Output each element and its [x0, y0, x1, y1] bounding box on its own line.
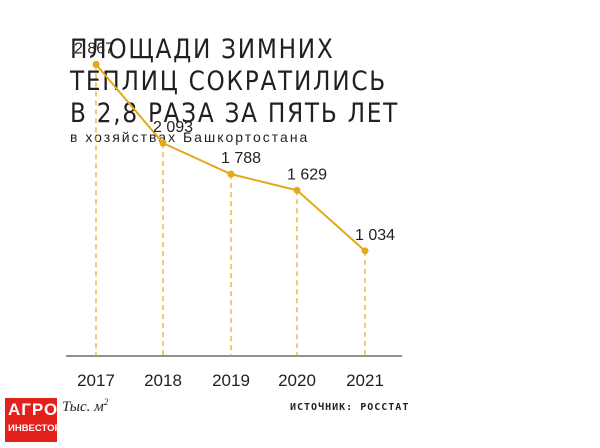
value-label-2018: 2 093 — [153, 119, 193, 136]
unit-superscript: 2 — [103, 397, 109, 407]
x-tick-label-2020: 2020 — [278, 371, 316, 390]
title-line-2: ТЕПЛИЦ СОКРАТИЛИСЬ — [70, 66, 387, 97]
value-label-2019: 1 788 — [221, 150, 261, 167]
value-label-2017: 2 867 — [74, 40, 114, 57]
subtitle: в хозяйствах Башкортостана — [70, 129, 310, 145]
data-point-2017 — [92, 60, 100, 68]
source-note: ИСТОЧНИК: РОССТАТ — [290, 402, 410, 413]
title-line-3: В 2,8 РАЗА ЗА ПЯТЬ ЛЕТ — [70, 98, 400, 129]
x-tick-label-2017: 2017 — [77, 371, 115, 390]
data-point-2020 — [293, 186, 301, 194]
data-point-2019 — [227, 170, 235, 178]
unit-text: Тыс. м — [62, 399, 104, 415]
data-point-2021 — [361, 247, 369, 255]
logo-line-1: АГРО — [8, 400, 59, 419]
title-line-1: ПЛОЩАДИ ЗИМНИХ — [70, 34, 335, 65]
unit-label: Тыс. м2 — [62, 397, 108, 416]
logo-line-2: ИНВЕСТОР — [8, 423, 61, 434]
x-tick-label-2018: 2018 — [144, 371, 182, 390]
value-label-2020: 1 629 — [287, 166, 327, 183]
x-tick-label-2021: 2021 — [346, 371, 384, 390]
x-tick-label-2019: 2019 — [212, 371, 250, 390]
data-point-2018 — [159, 139, 167, 147]
value-label-2021: 1 034 — [355, 227, 395, 244]
agroinvestor-logo: АГРО ИНВЕСТОР — [5, 398, 61, 442]
